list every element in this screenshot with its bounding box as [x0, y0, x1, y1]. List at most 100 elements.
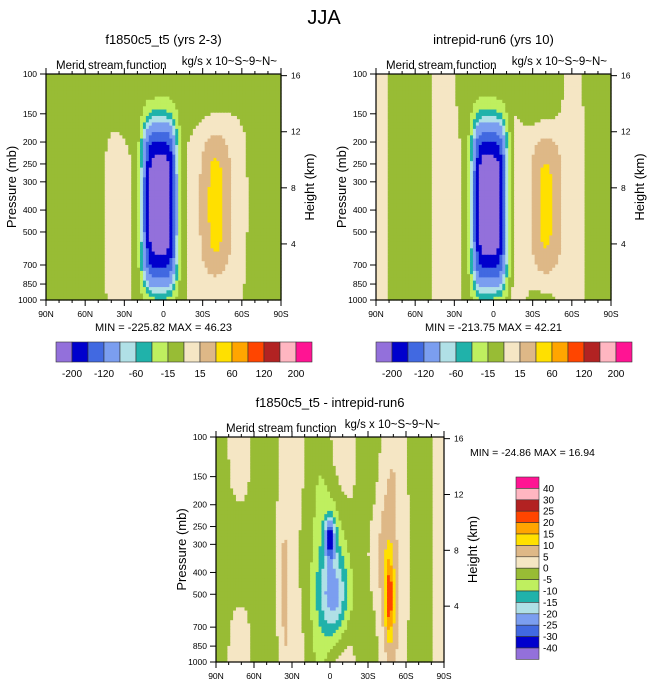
- contour-cell: [172, 151, 176, 156]
- contour-cell: [98, 106, 103, 111]
- contour-cell: [269, 135, 273, 140]
- contour-cell: [131, 115, 135, 120]
- contour-cell: [163, 93, 168, 98]
- contour-cell: [57, 96, 62, 101]
- contour-cell: [81, 122, 85, 127]
- contour-cell: [66, 132, 71, 136]
- contour-cell: [222, 138, 226, 143]
- contour-cell: [234, 141, 238, 146]
- contour-cell: [140, 122, 144, 127]
- contour-cell: [93, 103, 97, 107]
- contour-cell: [110, 151, 115, 156]
- contour-cell: [236, 99, 241, 104]
- contour-cell: [48, 148, 53, 153]
- contour-cell: [278, 125, 282, 130]
- contour-cell: [169, 132, 173, 136]
- contour-cell: [151, 119, 156, 124]
- contour-cell: [201, 74, 206, 78]
- contour-cell: [51, 135, 56, 140]
- contour-cell: [184, 115, 188, 120]
- contour-cell: [113, 138, 118, 143]
- contour-cell: [46, 83, 50, 88]
- contour-cell: [204, 141, 209, 146]
- contour-cell: [166, 128, 170, 133]
- contour-cell: [63, 80, 68, 85]
- contour-cell: [110, 80, 115, 85]
- contour-cell: [66, 141, 71, 146]
- contour-cell: [234, 112, 238, 117]
- contour-cell: [251, 96, 256, 101]
- contour-cell: [169, 122, 173, 127]
- contour-cell: [75, 148, 79, 153]
- contour-cell: [242, 135, 247, 140]
- contour-cell: [266, 74, 270, 78]
- contour-cell: [128, 83, 132, 88]
- contour-cell: [278, 119, 282, 124]
- contour-cell: [145, 109, 150, 114]
- contour-cell: [239, 83, 244, 88]
- contour-cell: [137, 122, 141, 127]
- contour-cell: [142, 109, 147, 114]
- contour-cell: [101, 93, 106, 98]
- contour-cell: [84, 125, 88, 130]
- contour-cell: [248, 80, 253, 85]
- contour-cell: [98, 90, 103, 94]
- contour-cell: [239, 74, 244, 78]
- contour-cell: [145, 77, 150, 82]
- contour-cell: [151, 90, 156, 94]
- contour-cell: [66, 90, 71, 94]
- contour-cell: [125, 145, 129, 149]
- contour-cell: [134, 86, 138, 91]
- contour-cell: [195, 90, 200, 94]
- contour-cell: [254, 86, 259, 91]
- contour-cell: [236, 80, 241, 85]
- contour-cell: [251, 86, 256, 91]
- contour-cell: [204, 106, 209, 111]
- contour-cell: [272, 125, 276, 130]
- contour-cell: [172, 83, 176, 88]
- contour-cell: [110, 115, 115, 120]
- contour-cell: [248, 138, 253, 143]
- contour-cell: [257, 83, 262, 88]
- contour-cell: [46, 132, 50, 136]
- contour-cell: [251, 103, 256, 107]
- contour-cell: [134, 93, 138, 98]
- contour-cell: [137, 90, 141, 94]
- contour-cell: [254, 119, 259, 124]
- contour-cell: [66, 86, 71, 91]
- contour-cell: [187, 80, 191, 85]
- contour-cell: [66, 122, 71, 127]
- contour-cell: [66, 109, 71, 114]
- contour-cell: [104, 86, 109, 91]
- contour-cell: [189, 128, 194, 133]
- contour-cell: [48, 145, 53, 149]
- contour-cell: [160, 148, 165, 153]
- contour-cell: [189, 141, 194, 146]
- contour-cell: [228, 90, 232, 94]
- contour-cell: [266, 145, 270, 149]
- contour-cell: [184, 119, 188, 124]
- contour-cell: [54, 83, 59, 88]
- contour-cell: [51, 125, 56, 130]
- contour-cell: [148, 141, 153, 146]
- contour-cell: [93, 135, 97, 140]
- contour-cell: [225, 141, 229, 146]
- contour-cell: [131, 103, 135, 107]
- contour-cell: [234, 99, 238, 104]
- contour-cell: [231, 90, 235, 94]
- contour-cell: [128, 132, 132, 136]
- contour-cell: [187, 90, 191, 94]
- contour-cell: [248, 145, 253, 149]
- contour-cell: [140, 132, 144, 136]
- contour-cell: [46, 135, 50, 140]
- contour-cell: [57, 93, 62, 98]
- contour-cell: [60, 99, 65, 104]
- contour-cell: [178, 151, 182, 156]
- contour-cell: [260, 125, 264, 130]
- contour-cell: [260, 86, 264, 91]
- contour-cell: [145, 148, 150, 153]
- contour-cell: [63, 99, 68, 104]
- contour-cell: [219, 90, 223, 94]
- contour-cell: [166, 145, 170, 149]
